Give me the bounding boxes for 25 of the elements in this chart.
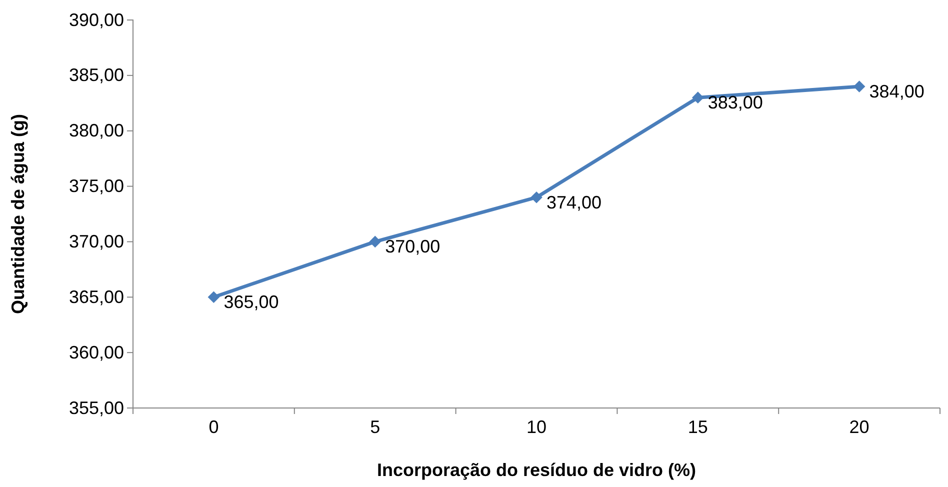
y-tick-label: 355,00 <box>68 398 124 418</box>
y-tick-label: 385,00 <box>68 65 124 86</box>
x-tick-label: 5 <box>370 416 380 437</box>
y-tick-label: 375,00 <box>68 176 124 196</box>
y-tick-label: 380,00 <box>68 120 124 141</box>
point <box>208 291 220 304</box>
data-label: 365,00 <box>224 292 279 312</box>
y-tick-label: 390,00 <box>68 10 124 30</box>
y-tick-label: 365,00 <box>68 286 124 307</box>
point <box>530 191 542 204</box>
x-tick-label: 20 <box>849 416 870 437</box>
y-tick-label: 360,00 <box>68 342 124 362</box>
x-tick-label: 15 <box>688 416 708 437</box>
point <box>853 80 866 92</box>
point <box>369 236 382 248</box>
point <box>692 92 704 104</box>
data-label: 383,00 <box>708 92 763 113</box>
data-label: 374,00 <box>546 192 602 212</box>
data-label: 384,00 <box>869 82 924 102</box>
x-tick-label: 10 <box>526 416 547 437</box>
x-tick-label: 0 <box>208 416 219 437</box>
data-label: 370,00 <box>385 236 440 257</box>
y-axis-title: Quantidade de água (g) <box>8 114 28 314</box>
y-tick-label: 370,00 <box>68 231 124 252</box>
x-axis-title: Incorporação do resíduo de vidro (%) <box>376 460 696 480</box>
